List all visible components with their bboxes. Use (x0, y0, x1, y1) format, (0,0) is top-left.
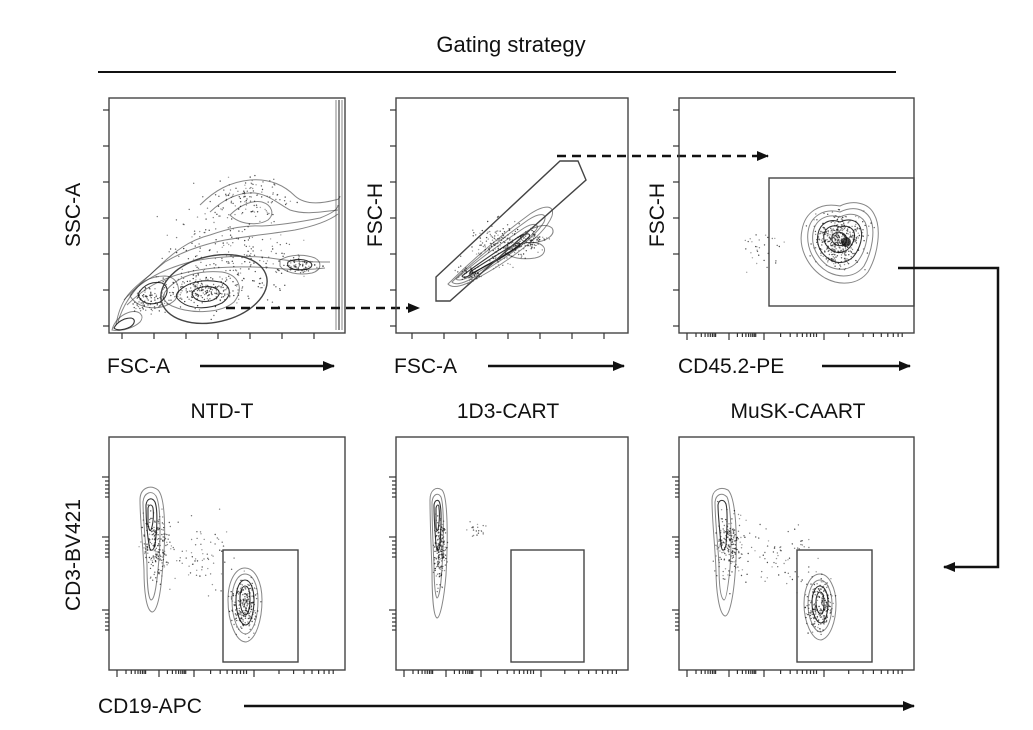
condition-title-musk-caart: MuSK-CAART (731, 400, 866, 423)
panel-ntd-t (102, 436, 346, 677)
singlet-gate (435, 160, 587, 302)
y-axis-ticks (390, 109, 396, 327)
plot-frame (395, 97, 629, 334)
figure-title: Gating strategy (436, 32, 585, 57)
density-contours (429, 487, 448, 619)
scatter-dots (712, 500, 837, 636)
x-axis-log-ticks (686, 333, 903, 340)
y-axis-label: FSC-H (364, 183, 387, 247)
panel-musk-caart (672, 436, 915, 677)
axis-ticks (389, 476, 618, 677)
gate-flow-arrow (898, 266, 1000, 572)
density-contours (111, 100, 343, 331)
cd19-positive-gate (510, 549, 585, 663)
density-contours (447, 206, 554, 288)
x-axis-ticks (121, 333, 315, 339)
x-axis-ticks (411, 333, 605, 339)
plot-frame (678, 97, 915, 334)
y-axis-ticks (103, 109, 109, 327)
cd45-positive-gate (768, 177, 915, 307)
condition-title-ntd-t: NTD-T (191, 400, 254, 423)
panel-ssc-fsc: SSC-A FSC-A (62, 97, 346, 378)
y-axis-ticks (673, 109, 679, 327)
plot-frame (108, 97, 346, 334)
panel-1d3-cart (389, 436, 629, 677)
panel-fsch-cd45: FSC-H CD45.2-PE (646, 97, 915, 378)
cd19-positive-gate (796, 549, 873, 663)
x-axis-label: CD45.2-PE (678, 355, 784, 378)
panel-fsch-fsca: FSC-H FSC-A (364, 97, 629, 378)
density-contours (800, 202, 879, 284)
cd19-positive-gate (222, 549, 299, 663)
bottom-x-axis-label: CD19-APC (98, 695, 202, 718)
lymphocyte-gate (160, 253, 268, 325)
y-axis-label: FSC-H (646, 183, 669, 247)
x-axis-label: FSC-A (107, 355, 170, 378)
axis-ticks (102, 476, 334, 677)
y-axis-label: SSC-A (62, 183, 85, 247)
condition-title-1d3-cart: 1D3-CART (457, 400, 559, 423)
plot-frame (395, 436, 629, 671)
scatter-dots (432, 513, 487, 593)
scatter-dots (454, 215, 551, 285)
bottom-y-axis-label: CD3-BV421 (62, 499, 85, 611)
density-contours (711, 487, 837, 641)
density-contours (139, 486, 263, 643)
axis-ticks (672, 476, 903, 677)
x-axis-label: FSC-A (394, 355, 457, 378)
